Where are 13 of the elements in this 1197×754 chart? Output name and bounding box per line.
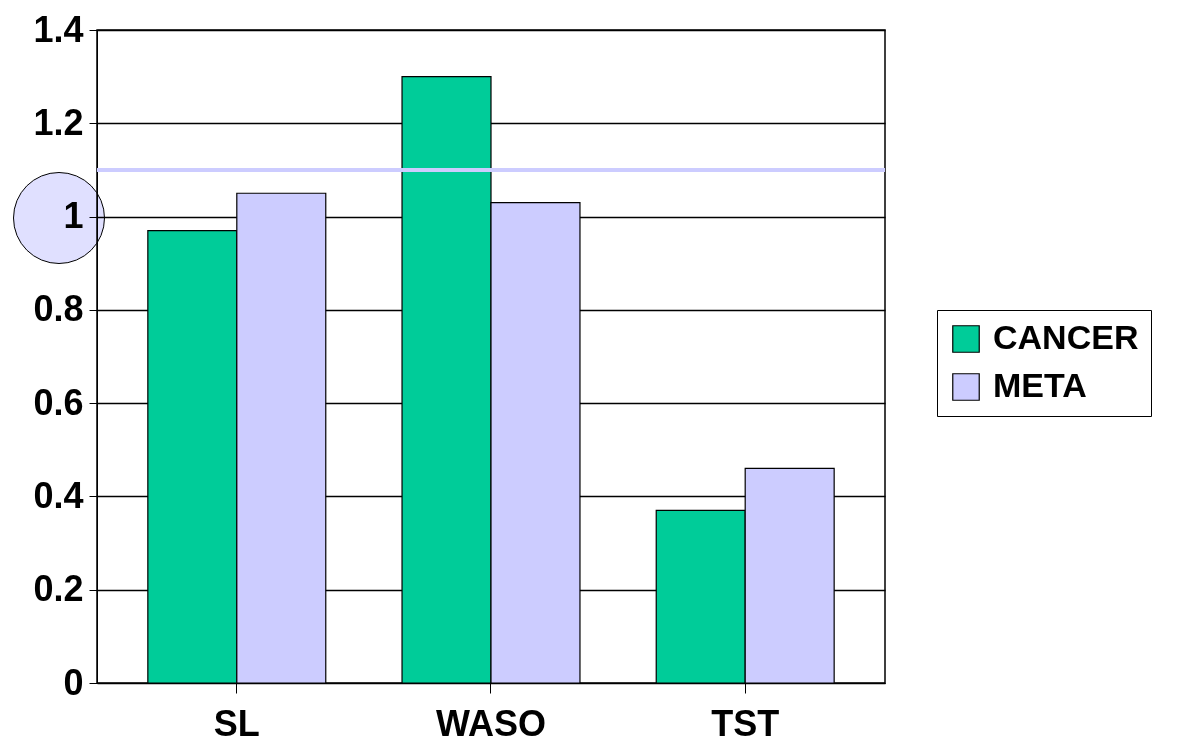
y-tick-label: 1.4: [33, 8, 84, 50]
legend-label: CANCER: [993, 318, 1139, 356]
x-tick-label: WASO: [435, 702, 547, 744]
x-tick-label: TST: [711, 702, 780, 744]
x-tick-label: SL: [213, 702, 260, 744]
y-tick-label: 0.8: [33, 288, 84, 330]
y-tick-label: 0.2: [33, 568, 84, 610]
legend-label: META: [993, 366, 1087, 404]
y-tick-label: 1.2: [33, 101, 84, 143]
y-tick-label: 1: [63, 195, 84, 237]
y-tick-label: 0.6: [33, 381, 84, 423]
y-tick-label: 0.4: [33, 474, 84, 516]
y-tick-label: 0: [63, 661, 84, 703]
